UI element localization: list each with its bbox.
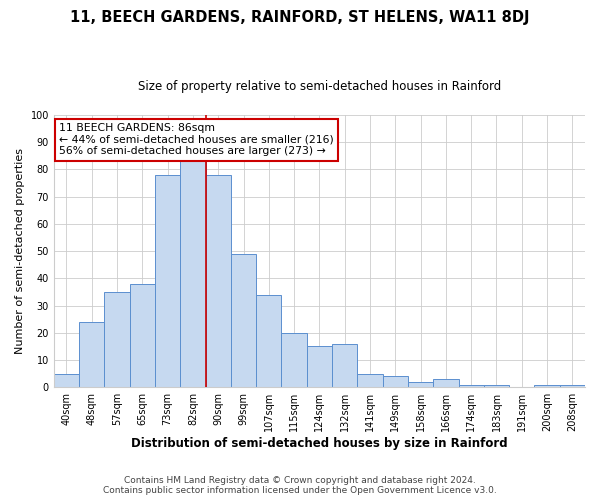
Bar [332, 344, 358, 388]
Bar [358, 374, 383, 388]
Bar [256, 294, 281, 388]
Bar [231, 254, 256, 388]
Bar [155, 175, 180, 388]
Bar [79, 322, 104, 388]
Bar [408, 382, 433, 388]
Bar [560, 384, 585, 388]
Bar [104, 292, 130, 388]
Bar [383, 376, 408, 388]
Bar [484, 384, 509, 388]
Bar [307, 346, 332, 388]
Text: 11 BEECH GARDENS: 86sqm
← 44% of semi-detached houses are smaller (216)
56% of s: 11 BEECH GARDENS: 86sqm ← 44% of semi-de… [59, 123, 334, 156]
Text: Contains HM Land Registry data © Crown copyright and database right 2024.
Contai: Contains HM Land Registry data © Crown c… [103, 476, 497, 495]
Y-axis label: Number of semi-detached properties: Number of semi-detached properties [15, 148, 25, 354]
X-axis label: Distribution of semi-detached houses by size in Rainford: Distribution of semi-detached houses by … [131, 437, 508, 450]
Bar [130, 284, 155, 388]
Bar [281, 333, 307, 388]
Bar [433, 379, 458, 388]
Bar [535, 384, 560, 388]
Title: Size of property relative to semi-detached houses in Rainford: Size of property relative to semi-detach… [138, 80, 501, 93]
Bar [458, 384, 484, 388]
Bar [54, 374, 79, 388]
Bar [180, 162, 206, 388]
Text: 11, BEECH GARDENS, RAINFORD, ST HELENS, WA11 8DJ: 11, BEECH GARDENS, RAINFORD, ST HELENS, … [70, 10, 530, 25]
Bar [206, 175, 231, 388]
